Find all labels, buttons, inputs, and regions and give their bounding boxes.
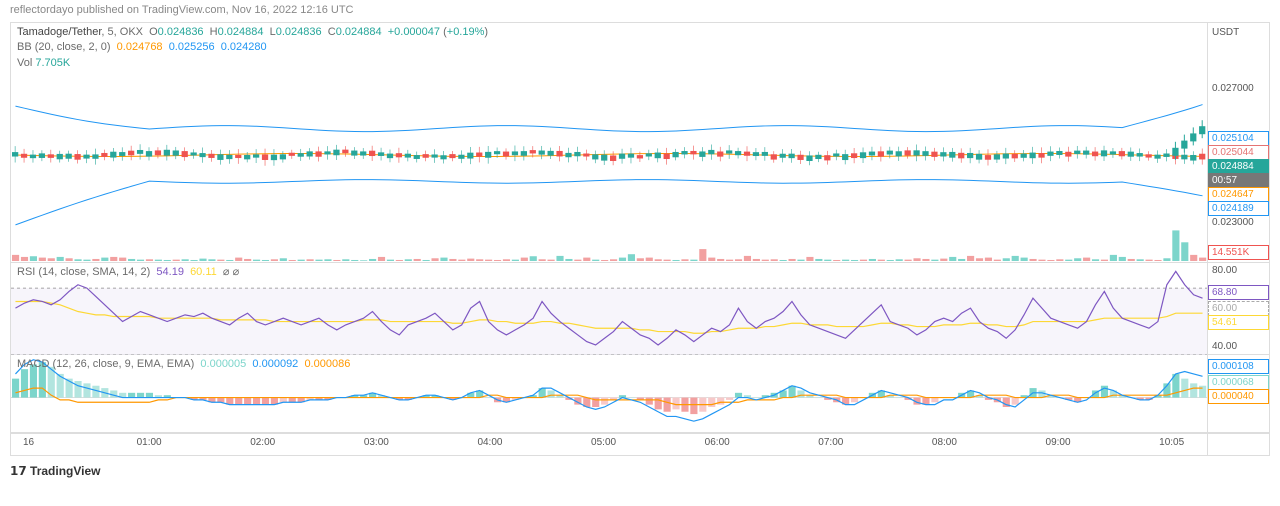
publish-header: reflectordayo published on TradingView.c… xyxy=(0,0,1280,20)
time-tick: 07:00 xyxy=(818,437,843,448)
time-tick: 04:00 xyxy=(477,437,502,448)
time-tick: 16 xyxy=(23,437,34,448)
time-tick: 05:00 xyxy=(591,437,616,448)
rsi-axis[interactable]: 80.0040.0068.8060.0054.61 xyxy=(1207,263,1269,354)
ohlc-high: 0.024884 xyxy=(218,26,264,38)
price-axis[interactable]: USDT0.0270000.0230000.0251040.0250440.02… xyxy=(1207,23,1269,262)
time-axis[interactable]: 16 01:00 02:00 03:00 04:00 05:00 06:00 07:00 08:… xyxy=(11,433,1269,455)
macd-panel[interactable]: MACD (12, 26, close, 9, EMA, EMA) 0.0000… xyxy=(11,355,1269,433)
time-tick: 10:05 xyxy=(1159,437,1184,448)
macd-axis[interactable]: 0.0000000.0001080.0000680.000040 xyxy=(1207,355,1269,432)
price-panel[interactable]: Tamadoge/Tether, 5, OKX O0.024836 H0.024… xyxy=(11,23,1269,263)
ohlc-low: 0.024836 xyxy=(276,26,322,38)
time-tick: 03:00 xyxy=(364,437,389,448)
time-tick: 02:00 xyxy=(250,437,275,448)
symbol-label: Tamadoge/Tether xyxy=(17,26,101,38)
tradingview-logo-icon: 𝟭𝟳 xyxy=(10,464,27,478)
rsi-legend: RSI (14, close, SMA, 14, 2) 54.19 60.11 … xyxy=(17,265,239,280)
price-legend: Tamadoge/Tether, 5, OKX O0.024836 H0.024… xyxy=(17,25,488,71)
time-tick: 09:00 xyxy=(1046,437,1071,448)
time-tick: 06:00 xyxy=(705,437,730,448)
ohlc-close: 0.024884 xyxy=(336,26,382,38)
ohlc-open: 0.024836 xyxy=(158,26,204,38)
time-tick: 08:00 xyxy=(932,437,957,448)
brand-footer: 𝟭𝟳 TradingView xyxy=(0,458,1280,484)
macd-legend: MACD (12, 26, close, 9, EMA, EMA) 0.0000… xyxy=(17,357,350,372)
time-tick: 01:00 xyxy=(137,437,162,448)
chart-container: Tamadoge/Tether, 5, OKX O0.024836 H0.024… xyxy=(10,22,1270,456)
rsi-panel[interactable]: RSI (14, close, SMA, 14, 2) 54.19 60.11 … xyxy=(11,263,1269,355)
